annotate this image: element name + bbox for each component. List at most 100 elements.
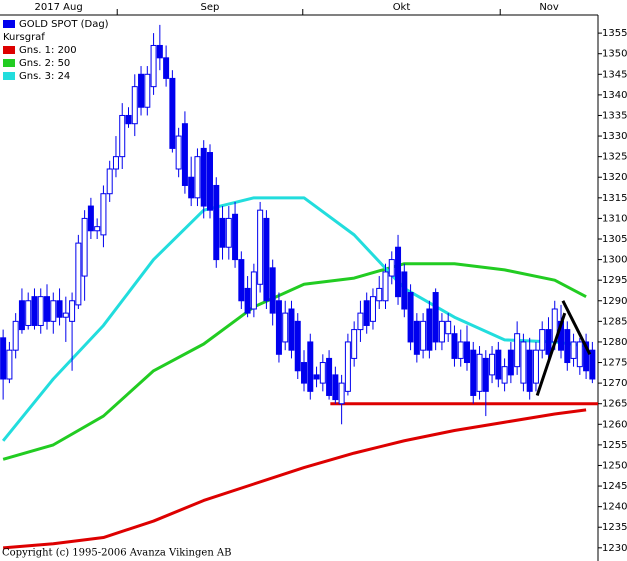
legend-subtitle: Kursgraf [3,32,45,43]
y-tick-label: 1345 [602,69,627,80]
candle-body [426,308,433,351]
legend-label: Gns. 2: 50 [19,58,70,69]
candle-body [438,320,445,343]
copyright: Copyright (c) 1995-2006 Avanza Vikingen … [2,548,232,559]
candle-body [112,156,119,170]
x-tick-label: 2017 Aug [35,2,83,13]
candle-body [213,184,220,261]
moving-average [1,196,587,442]
candle-body [163,57,170,79]
candle-body [363,300,370,326]
candle-body [106,168,113,195]
candle-body [482,357,489,392]
candle-body [194,156,201,199]
candle-body [75,242,82,306]
y-tick-label: 1235 [602,522,627,533]
candle-body [263,217,270,302]
candle-body [257,209,264,285]
y-tick-label: 1295 [602,275,627,286]
candle-body [319,362,326,384]
candle-body [376,287,383,302]
candle-body [69,300,76,322]
candle-body [589,349,596,380]
y-tick-label: 1255 [602,440,627,451]
candle-body [6,349,13,380]
candle-body [25,300,32,326]
candle-body [219,217,226,248]
candle-body [369,296,376,322]
y-tick-label: 1355 [602,28,627,39]
candle-body [420,320,427,351]
candle-body [56,300,63,318]
y-tick-label: 1320 [602,172,627,183]
y-tick-label: 1280 [602,337,627,348]
candle-body [526,349,533,392]
candle-body [583,341,590,372]
trend-line [561,300,592,355]
y-tick-label: 1230 [602,543,627,554]
candle-body [413,320,420,355]
candle-body [81,217,88,277]
y-tick-label: 1275 [602,358,627,369]
candle-body [225,217,232,248]
candle-body [338,382,345,405]
x-tick-label: Sep [201,2,220,13]
y-tick-label: 1250 [602,460,627,471]
y-tick-label: 1270 [602,378,627,389]
moving-average [2,262,587,461]
trend-line [535,312,567,396]
candle-body [301,362,308,384]
candle-body [18,300,25,331]
y-tick-label: 1340 [602,90,627,101]
candle-body [125,114,132,125]
y-tick-label: 1240 [602,502,627,513]
y-tick-label: 1300 [602,255,627,266]
candle-body [407,292,414,343]
candle-body [539,329,546,351]
candle-body [357,312,364,331]
candle-body [395,246,402,298]
candle-body [282,312,289,343]
candle-body [388,259,395,277]
candle-body [326,357,333,396]
candle-body [156,44,163,59]
y-tick-label: 1350 [602,49,627,60]
plot-area [0,24,598,550]
candle-body [489,353,496,376]
legend-label: Gns. 1: 200 [19,45,77,56]
candle-body [313,374,320,380]
candle-body [200,147,207,207]
candle-body [50,300,57,322]
legend-swatch [3,46,15,54]
candle-body [476,353,483,392]
y-tick-label: 1265 [602,399,627,410]
candle-body [150,44,157,88]
candle-body [532,349,539,384]
candle-body [570,341,577,359]
y-tick-label: 1290 [602,296,627,307]
candle-body [457,341,464,359]
candle-body [238,259,245,302]
y-tick-label: 1335 [602,110,627,121]
y-tick-label: 1285 [602,316,627,327]
candle-body [576,341,583,368]
candle-body [0,337,7,380]
candle-body [206,152,213,211]
candle-body [181,123,188,186]
candle-body [188,176,195,199]
legend-swatch [3,20,15,28]
y-tick-label: 1315 [602,193,627,204]
candle-body [175,135,182,170]
candle-body [501,366,508,384]
candle-body [44,296,51,322]
candle-body [269,267,276,314]
candle-body [507,349,514,376]
candle-body [451,333,458,359]
x-tick-label: Okt [393,2,411,13]
candle-body [445,320,452,335]
candle-body [31,296,38,326]
